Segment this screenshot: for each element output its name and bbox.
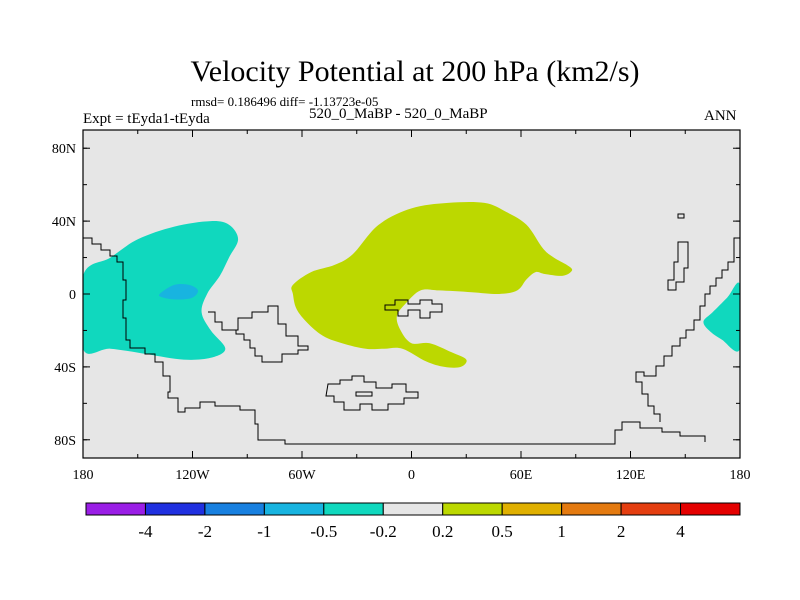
colorbar-swatch — [144, 502, 206, 516]
region-atlantic-africa-positive — [291, 201, 573, 368]
y-tick-label: 40N — [52, 215, 76, 230]
x-tick-label: 60E — [510, 468, 533, 483]
colorbar-label: -0.5 — [310, 522, 337, 541]
colorbar-swatch — [263, 502, 325, 516]
coastline-asia-australia — [635, 237, 740, 422]
coastline-asia-north — [667, 213, 689, 291]
region-pacific-minimum — [159, 283, 199, 300]
colorbar-label: 1 — [557, 522, 566, 541]
colorbar-label: -0.2 — [370, 522, 397, 541]
region-dateline-east-negative — [703, 282, 740, 352]
y-tick-label: 80N — [52, 142, 76, 157]
x-tick-label: 180 — [73, 468, 94, 483]
colorbar-swatch — [620, 502, 682, 516]
experiment-label: Expt = tEyda1-tEyda — [83, 111, 210, 127]
season-label: ANN — [704, 108, 737, 124]
case-label: 520_0_MaBP - 520_0_MaBP — [309, 106, 488, 122]
y-tick-label: 0 — [69, 288, 76, 303]
colorbar-label: -4 — [138, 522, 153, 541]
stats-line: rmsd= 0.186496 diff= -1.13723e-05 — [191, 94, 379, 109]
coastlines — [83, 213, 740, 445]
x-tick-label: 120W — [175, 468, 210, 483]
colorbar-label: -2 — [198, 522, 212, 541]
x-axis: 180 120W 60W 0 60E 120E 180 — [73, 130, 751, 483]
region-west-hemisphere-negative — [83, 221, 239, 360]
coastline-antarctic-islands — [325, 375, 419, 411]
coastline-africa — [384, 299, 443, 319]
x-tick-label: 120E — [616, 468, 646, 483]
colorbar-label: 0.5 — [492, 522, 513, 541]
colorbar-label: 0.2 — [432, 522, 453, 541]
colorbar-swatch — [85, 502, 146, 516]
colorbar-label: 2 — [617, 522, 626, 541]
colorbar-swatch — [501, 502, 563, 516]
chart-title: Velocity Potential at 200 hPa (km2/s) — [190, 55, 640, 88]
y-tick-label: 40S — [54, 361, 76, 376]
colorbar-swatch — [382, 502, 444, 516]
colorbar-swatch — [442, 502, 503, 516]
colorbar-label: -1 — [257, 522, 271, 541]
x-tick-label: 60W — [288, 468, 316, 483]
colorbar-swatch — [323, 502, 384, 516]
colorbar-label: 4 — [676, 522, 685, 541]
coastline-south-america — [208, 305, 309, 363]
contour-regions — [83, 201, 740, 368]
colorbar-swatch — [561, 502, 622, 516]
colorbar: -4 -2 -1 -0.5 -0.2 0.2 0.5 1 2 4 — [85, 502, 741, 541]
colorbar-swatch — [680, 502, 741, 516]
colorbar-swatch — [204, 502, 265, 516]
coastline-americas — [83, 237, 706, 445]
x-tick-label: 0 — [408, 468, 415, 483]
y-tick-label: 80S — [54, 434, 76, 449]
x-tick-label: 180 — [730, 468, 751, 483]
y-axis: 80N 40N 0 40S 80S — [52, 142, 740, 449]
